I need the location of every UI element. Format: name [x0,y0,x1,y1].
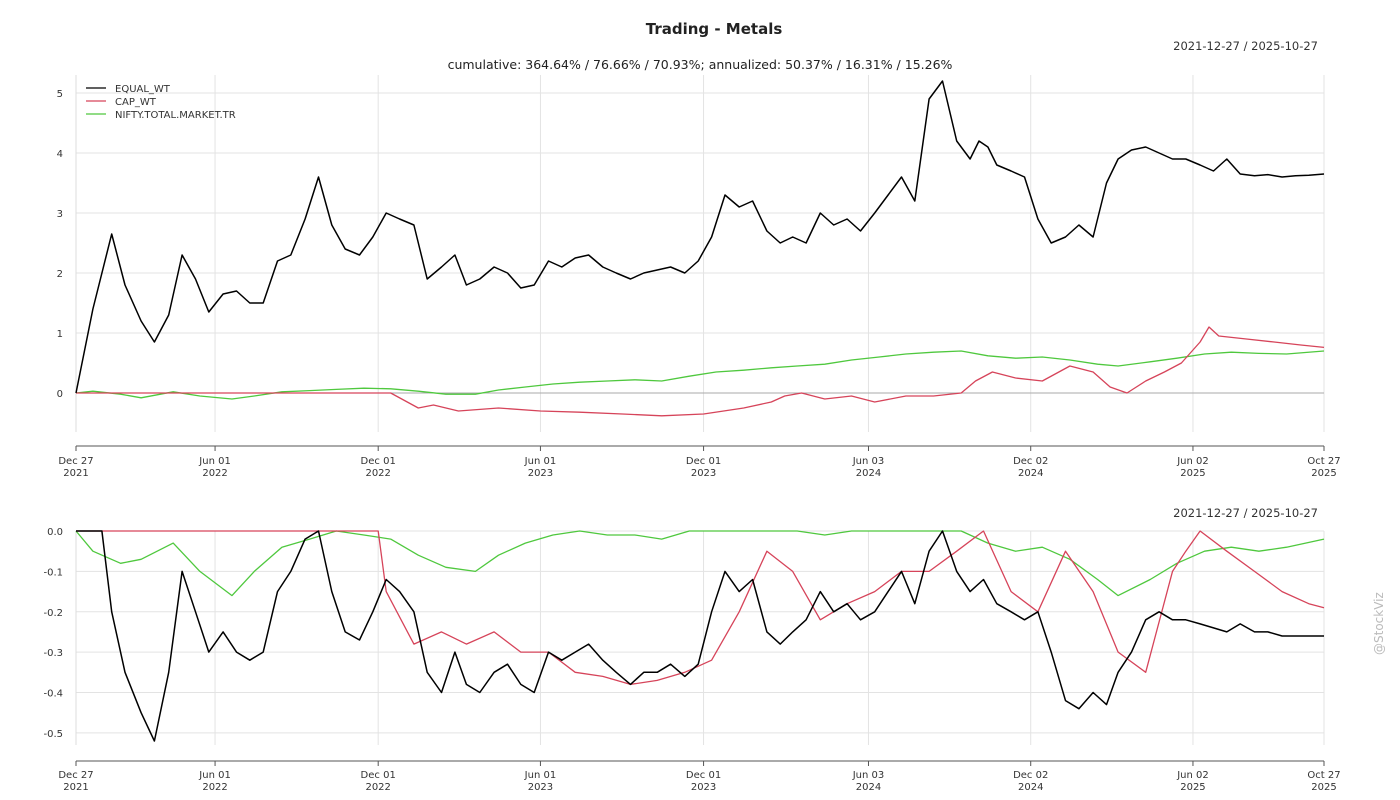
x-tick-label: Dec 01 [361,770,396,781]
x-tick-year: 2025 [1311,782,1336,793]
series-line-cap-wt [76,530,1325,686]
x-tick-year: 2023 [691,468,716,479]
x-tick-label: Dec 02 [1013,770,1048,781]
x-tick-label: Jun 02 [1176,456,1209,467]
y-tick-label: 0 [57,389,63,400]
x-tick-label: Dec 01 [361,456,396,467]
y-tick-label: -0.5 [43,729,63,740]
x-tick-label: Jun 01 [198,456,231,467]
series-line-equal-wt [76,530,1324,742]
x-tick-year: 2023 [691,782,716,793]
x-tick-year: 2024 [856,782,881,793]
series-line-cap-wt [76,326,1325,417]
chart-title: Trading - Metals [645,20,783,38]
legend-label: NIFTY.TOTAL.MARKET.TR [115,110,236,121]
y-tick-label: -0.3 [43,648,63,659]
x-tick-label: Dec 02 [1013,456,1048,467]
y-tick-label: -0.2 [43,608,63,619]
series-line-nifty-total-market-tr [75,530,1325,597]
x-tick-label: Oct 27 [1307,456,1340,467]
y-tick-label: 3 [57,209,63,220]
y-tick-label: -0.4 [43,689,63,700]
y-tick-label: 5 [57,89,63,100]
chart-subtitle: cumulative: 364.64% / 76.66% / 70.93%; a… [447,57,953,72]
x-tick-year: 2021 [63,782,88,793]
y-tick-label: 0.0 [47,527,63,538]
x-tick-year: 2021 [63,468,88,479]
x-tick-label: Jun 01 [524,770,557,781]
x-tick-year: 2022 [365,468,390,479]
x-tick-label: Dec 27 [58,770,93,781]
x-tick-label: Jun 03 [852,770,885,781]
y-tick-label: 4 [57,149,63,160]
x-tick-year: 2024 [1018,468,1043,479]
x-tick-year: 2024 [856,468,881,479]
x-tick-label: Jun 02 [1176,770,1209,781]
x-tick-year: 2023 [528,468,553,479]
legend-label: CAP_WT [115,97,157,108]
x-tick-label: Jun 01 [524,456,557,467]
legend-label: EQUAL_WT [115,84,171,95]
x-tick-year: 2022 [365,782,390,793]
y-tick-label: 2 [57,269,63,280]
x-tick-label: Dec 27 [58,456,93,467]
y-tick-label: 1 [57,329,63,340]
x-tick-label: Jun 03 [852,456,885,467]
x-tick-year: 2025 [1311,468,1336,479]
x-tick-label: Jun 01 [198,770,231,781]
x-tick-year: 2022 [202,782,227,793]
top-date-range: 2021-12-27 / 2025-10-27 [1173,39,1318,53]
series-line-equal-wt [75,80,1325,394]
x-tick-year: 2024 [1018,782,1043,793]
x-tick-year: 2023 [528,782,553,793]
y-tick-label: -0.1 [43,567,63,578]
x-tick-year: 2025 [1180,468,1205,479]
x-tick-label: Dec 01 [686,456,721,467]
x-tick-label: Dec 01 [686,770,721,781]
x-tick-year: 2022 [202,468,227,479]
x-tick-year: 2025 [1180,782,1205,793]
bottom-date-range: 2021-12-27 / 2025-10-27 [1173,506,1318,520]
series-line-nifty-total-market-tr [75,350,1325,400]
x-tick-label: Oct 27 [1307,770,1340,781]
